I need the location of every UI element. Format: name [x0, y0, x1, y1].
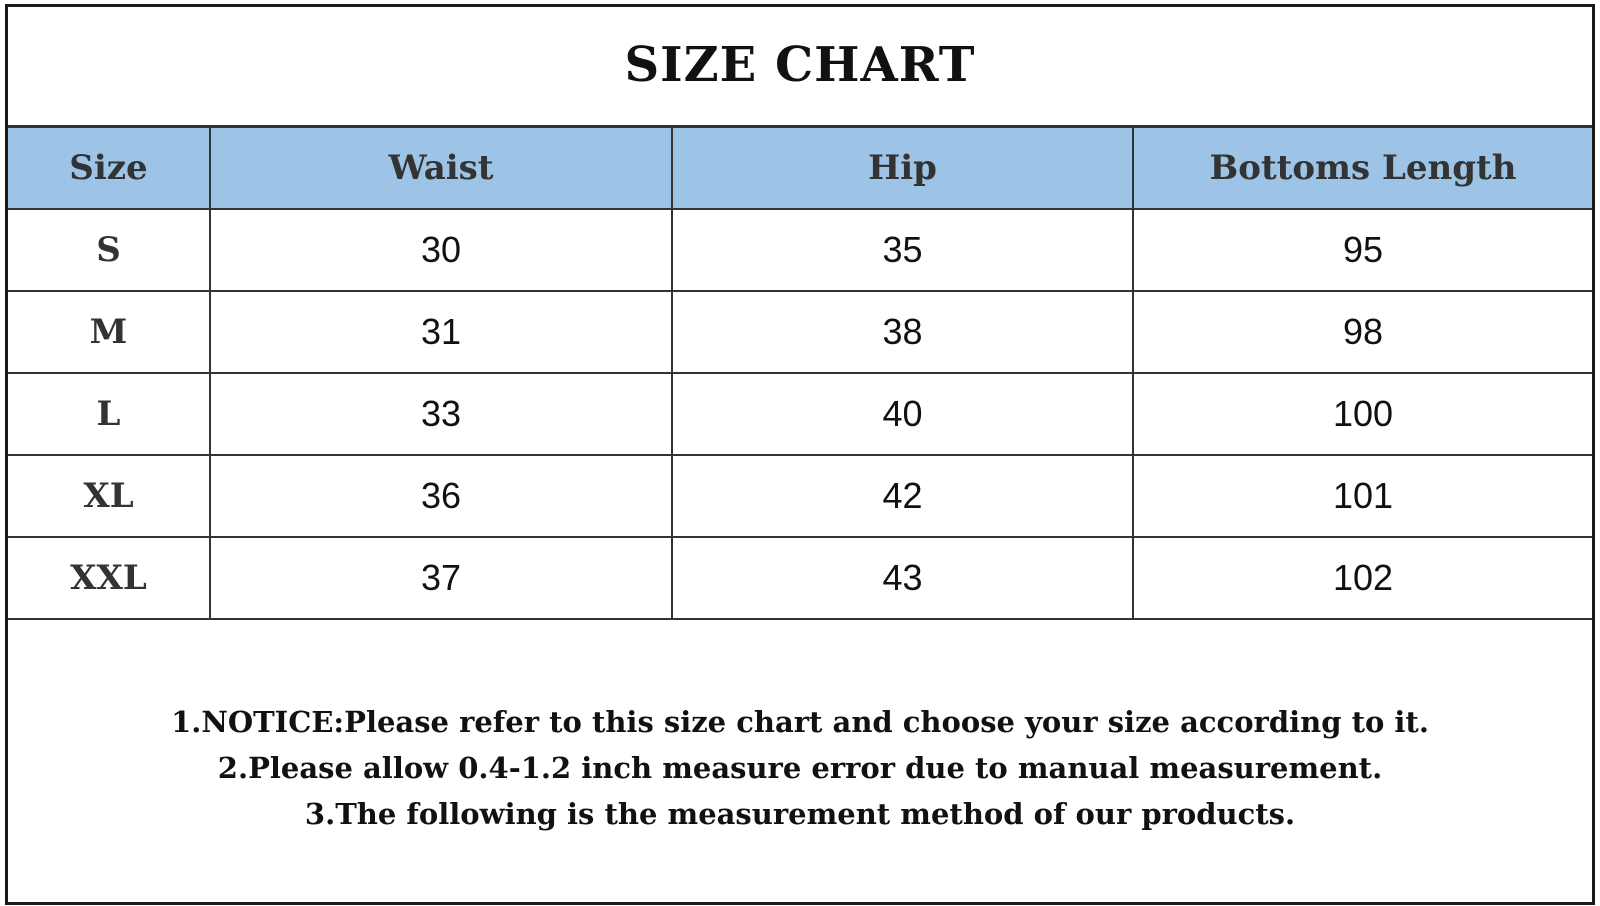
- note-3: 3.The following is the measurement metho…: [304, 797, 1296, 831]
- size-cell: XL: [8, 454, 211, 538]
- waist-cell: 33: [209, 372, 673, 456]
- length-cell: 100: [1132, 372, 1592, 456]
- table-row: L 33 40 100: [8, 372, 1592, 456]
- size-cell: S: [8, 208, 211, 292]
- waist-cell: 36: [209, 454, 673, 538]
- note-1: 1.NOTICE:Please refer to this size chart…: [171, 705, 1429, 739]
- table-row: XXL 37 43 102: [8, 536, 1592, 620]
- size-chart-frame: SIZE CHART Size Waist Hip Bottoms Length…: [5, 4, 1595, 905]
- length-cell: 95: [1132, 208, 1592, 292]
- size-cell: XXL: [8, 536, 211, 620]
- table-row: M 31 38 98: [8, 290, 1592, 374]
- waist-cell: 31: [209, 290, 673, 374]
- table-header-row: Size Waist Hip Bottoms Length: [8, 125, 1592, 210]
- hip-cell: 42: [671, 454, 1134, 538]
- header-waist: Waist: [209, 125, 673, 210]
- waist-cell: 30: [209, 208, 673, 292]
- size-cell: L: [8, 372, 211, 456]
- hip-cell: 38: [671, 290, 1134, 374]
- length-cell: 101: [1132, 454, 1592, 538]
- page-title: SIZE CHART: [624, 37, 976, 93]
- hip-cell: 40: [671, 372, 1134, 456]
- header-bottoms-length: Bottoms Length: [1132, 125, 1592, 210]
- header-size: Size: [8, 125, 211, 210]
- size-cell: M: [8, 290, 211, 374]
- size-table: Size Waist Hip Bottoms Length S 30 35 95…: [8, 125, 1592, 620]
- header-hip: Hip: [671, 125, 1134, 210]
- table-row: XL 36 42 101: [8, 454, 1592, 538]
- waist-cell: 37: [209, 536, 673, 620]
- hip-cell: 35: [671, 208, 1134, 292]
- length-cell: 102: [1132, 536, 1592, 620]
- hip-cell: 43: [671, 536, 1134, 620]
- length-cell: 98: [1132, 290, 1592, 374]
- note-2: 2.Please allow 0.4-1.2 inch measure erro…: [217, 751, 1383, 785]
- table-row: S 30 35 95: [8, 208, 1592, 292]
- notes: 1.NOTICE:Please refer to this size chart…: [8, 699, 1592, 837]
